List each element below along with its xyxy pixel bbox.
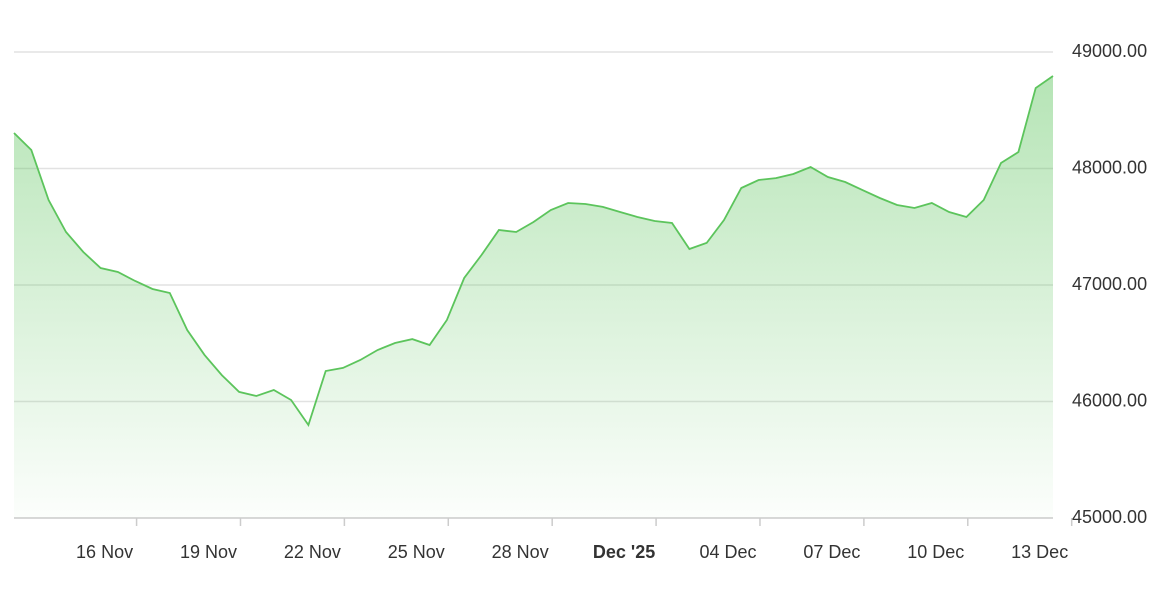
x-tick-label: 04 Dec [699,542,756,562]
x-tick-label: 10 Dec [907,542,964,562]
y-tick-label: 47000.00 [1072,274,1147,294]
x-tick-label: 13 Dec [1011,542,1068,562]
area-fill [14,76,1053,518]
y-tick-label: 46000.00 [1072,390,1147,410]
x-tick-label: Dec '25 [593,542,655,562]
x-tick-label: 07 Dec [803,542,860,562]
x-tick-label: 16 Nov [76,542,133,562]
y-tick-label: 49000.00 [1072,41,1147,61]
y-tick-label: 45000.00 [1072,507,1147,527]
area-line [13,75,1054,428]
x-tick-label: 28 Nov [492,542,549,562]
x-tick-label: 22 Nov [284,542,341,562]
x-tick-label: 19 Nov [180,542,237,562]
x-tick-label: 25 Nov [388,542,445,562]
y-tick-label: 48000.00 [1072,157,1147,177]
